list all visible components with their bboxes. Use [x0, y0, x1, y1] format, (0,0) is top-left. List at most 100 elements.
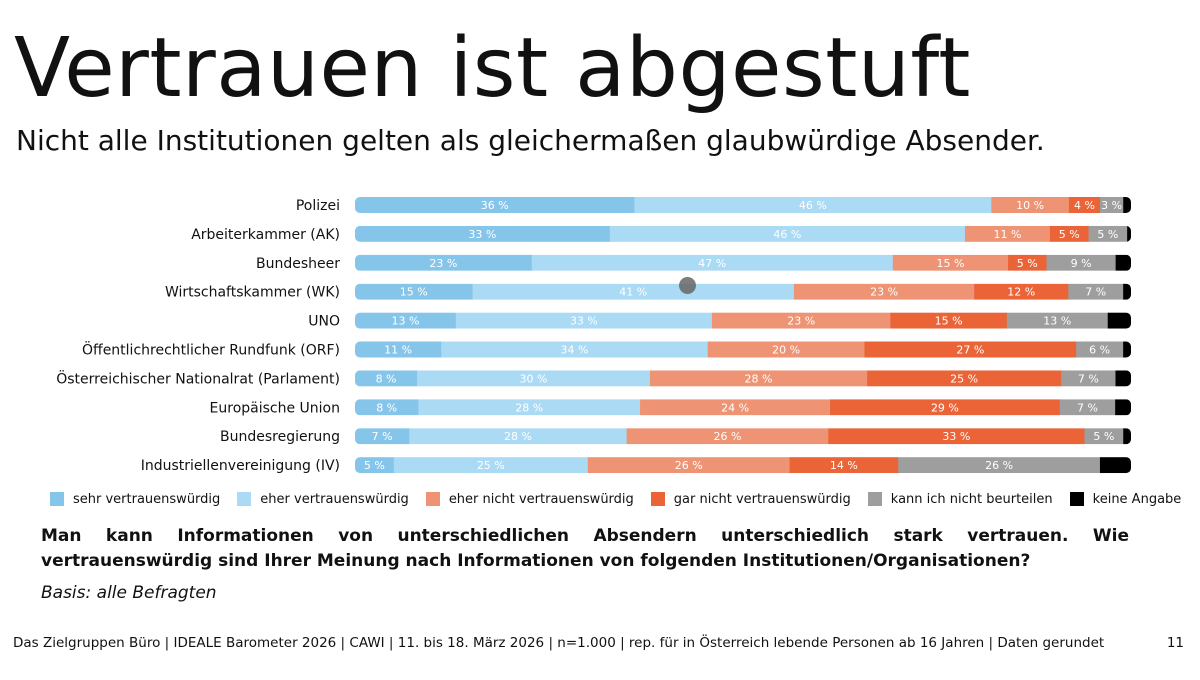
bar-segment [828, 428, 1085, 445]
data-label: 15 % [935, 315, 963, 328]
data-label: 26 % [985, 459, 1013, 472]
bar-segment [472, 283, 795, 300]
bar-row [355, 283, 1131, 300]
page-title: Vertrauen ist abgestuft [14, 21, 971, 116]
bar-segment [355, 341, 442, 358]
bar-row [355, 428, 1131, 445]
data-label: 30 % [520, 372, 548, 385]
data-label: 26 % [714, 430, 742, 443]
bar-segment [991, 197, 1070, 213]
legend-swatch [237, 492, 252, 506]
legend-label: eher vertrauenswürdig [260, 491, 409, 507]
data-label: 27 % [956, 344, 984, 357]
data-label: 41 % [619, 286, 647, 299]
bar-segment [864, 341, 1077, 358]
data-label: 24 % [721, 401, 749, 414]
category-label: Industriellenvereinigung (IV) [141, 458, 340, 474]
legend-item: kann ich nicht beurteilen [867, 491, 1053, 507]
category-label: Öffentlichrechtlicher Rundfunk (ORF) [82, 341, 340, 359]
bar-segment [634, 197, 992, 213]
data-label: 26 % [675, 459, 703, 472]
basis-note: Basis: alle Befragten [41, 583, 217, 603]
chart-legend: sehr vertrauenswürdig eher vertrauenswür… [50, 489, 1181, 509]
bar-segment [1084, 428, 1124, 445]
bar-segment [890, 312, 1008, 329]
bar-segment [830, 399, 1061, 416]
data-label: 25 % [477, 459, 505, 472]
bar-segment [355, 399, 419, 416]
bar-segment [892, 254, 1009, 271]
data-label: 33 % [942, 430, 970, 443]
bar-segment [1049, 225, 1090, 242]
data-label: 28 % [515, 401, 543, 414]
legend-swatch [650, 492, 665, 506]
bar-segment [707, 341, 865, 358]
bar-segment [355, 428, 410, 445]
bar-segment [867, 370, 1062, 387]
category-label: Polizei [296, 198, 340, 214]
bar-row [355, 370, 1131, 387]
bar-segment [1068, 283, 1124, 300]
data-label: 7 % [372, 430, 393, 443]
bar-row [355, 312, 1131, 329]
bar-segment [1099, 457, 1131, 474]
bar-row [355, 399, 1131, 416]
legend-swatch [50, 492, 64, 506]
category-label: Europäische Union [210, 400, 340, 416]
category-label: UNO [308, 314, 340, 330]
bar-segment [974, 283, 1069, 300]
data-label: 20 % [772, 344, 800, 357]
bar-segment [441, 341, 709, 358]
data-label: 15 % [936, 257, 964, 270]
data-label: 15 % [400, 286, 428, 299]
category-label: Österreichischer Nationalrat (Parlament) [56, 369, 340, 387]
legend-label: kann ich nicht beurteilen [890, 491, 1053, 507]
bar-segment [1123, 197, 1131, 213]
bar-segment [1059, 399, 1116, 416]
bar-row [355, 457, 1131, 474]
bar-segment [1115, 370, 1131, 387]
data-label: 25 % [950, 372, 978, 385]
bar-segment [355, 370, 418, 387]
data-label: 3 % [1101, 199, 1122, 212]
data-label: 5 % [1093, 430, 1114, 443]
data-label: 28 % [504, 430, 532, 443]
data-label: 29 % [931, 401, 959, 414]
data-label: 33 % [468, 228, 496, 241]
page-number: 11 [1166, 635, 1184, 651]
bar-segment [355, 312, 457, 329]
legend-label: gar nicht vertrauenswürdig [673, 491, 851, 507]
data-label: 28 % [745, 372, 773, 385]
data-label: 11 % [384, 344, 412, 357]
data-label: 4 % [1074, 199, 1095, 212]
category-label: Arbeiterkammer (AK) [191, 227, 340, 243]
bar-segment [355, 283, 474, 300]
data-label: 34 % [560, 344, 588, 357]
bar-segment [1123, 428, 1131, 445]
footer-source: Das Zielgruppen Büro | IDEALE Barometer … [13, 635, 1105, 651]
bar-segment [355, 225, 611, 242]
bar-row [355, 341, 1131, 358]
data-label: 14 % [830, 459, 858, 472]
legend-item: eher vertrauenswürdig [237, 492, 409, 507]
legend-item: gar nicht vertrauenswürdig [650, 491, 851, 507]
data-label: 6 % [1089, 344, 1110, 357]
bar-segment [1127, 225, 1131, 242]
data-label: 13 % [391, 315, 419, 328]
legend-label: eher nicht vertrauenswürdig [448, 491, 634, 507]
bar-segment [1061, 370, 1116, 387]
legend-swatch [867, 492, 882, 506]
legend-item: sehr vertrauenswürdig [50, 492, 220, 507]
data-label: 23 % [429, 257, 457, 270]
legend-swatch [1069, 492, 1084, 506]
legend-label: keine Angabe [1092, 491, 1182, 507]
data-label: 8 % [376, 401, 397, 414]
bar-row [355, 225, 1131, 242]
data-label: 8 % [376, 372, 397, 385]
bar-segment [626, 428, 829, 445]
bar-segment [1068, 197, 1101, 213]
page-subtitle: Nicht alle Institutionen gelten als glei… [16, 124, 1045, 157]
bar-segment [587, 457, 791, 474]
bar-segment [355, 254, 533, 271]
data-label: 9 % [1071, 257, 1092, 270]
